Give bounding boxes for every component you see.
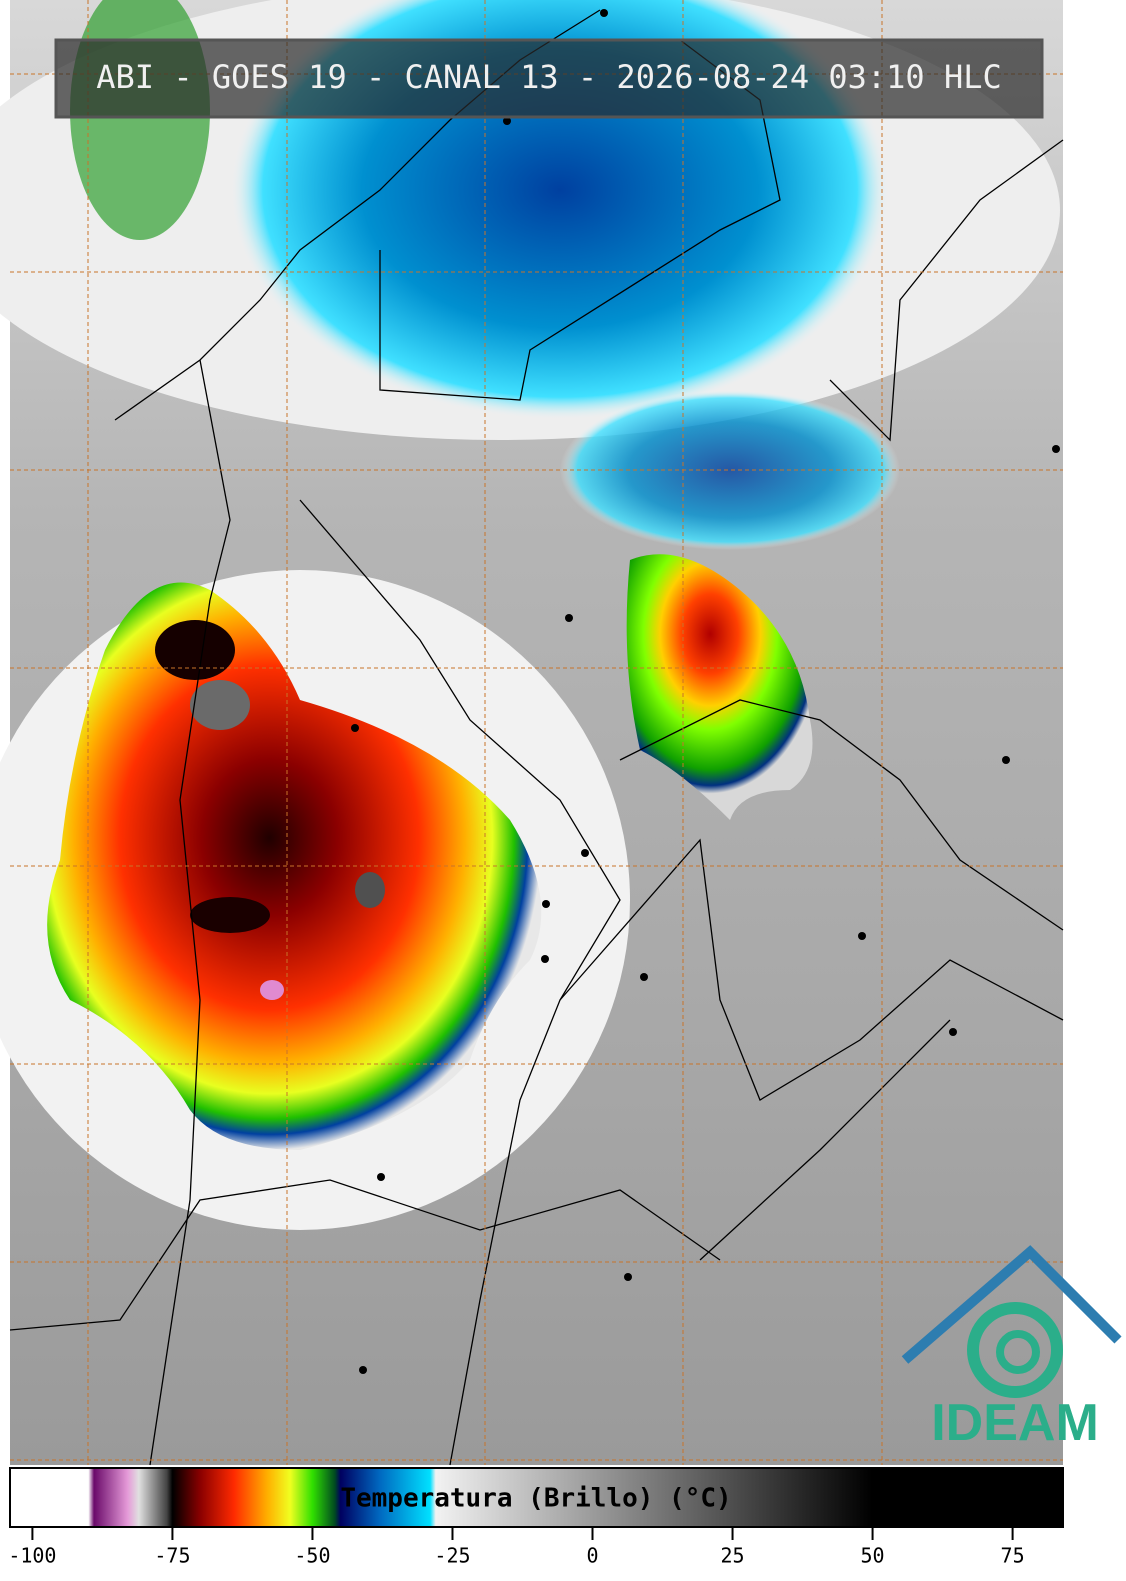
colorbar (9, 1467, 1064, 1528)
tick-label: -25 (434, 1544, 470, 1568)
title-banner (54, 38, 1044, 119)
colorbar-ticks: -100 -75 -50 -25 0 25 50 75 (8, 1527, 1025, 1568)
satellite-image (0, 0, 1064, 1466)
tick-label: -100 (8, 1544, 56, 1568)
tick-label: 75 (1001, 1544, 1025, 1568)
title: ABI - GOES 19 - CANAL 13 - 2026-08-24 03… (96, 58, 1001, 96)
logo: IDEAM (901, 1245, 1122, 1452)
tick-label: 25 (720, 1544, 744, 1568)
colorbar-label: Temperatura (Brillo) (°C) (340, 1484, 731, 1514)
tick-label: 50 (861, 1544, 885, 1568)
tick-label: -50 (294, 1544, 330, 1568)
logo-text: IDEAM (931, 1394, 1099, 1452)
tick-label: -75 (154, 1544, 190, 1568)
tick-label: 0 (586, 1544, 598, 1568)
